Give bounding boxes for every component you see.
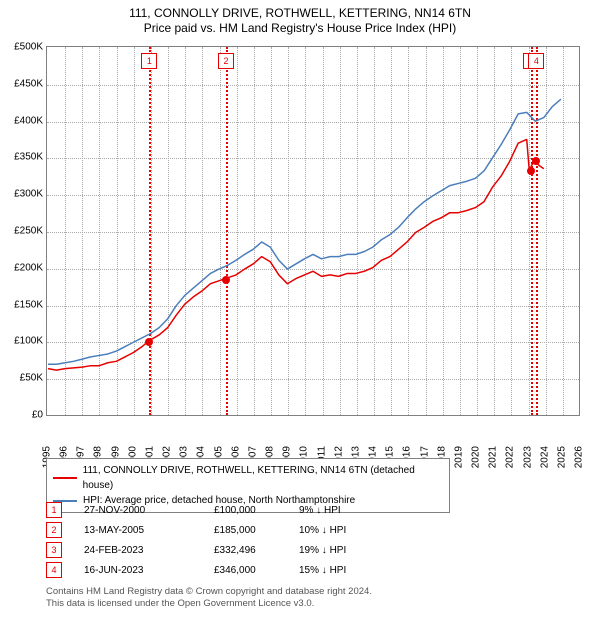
events-table-date: 27-NOV-2000 (84, 505, 214, 516)
events-table-marker: 3 (46, 542, 62, 558)
events-table-date: 13-MAY-2005 (84, 525, 214, 536)
chart-series-svg (47, 47, 579, 415)
y-tick-label: £300K (3, 189, 43, 200)
events-table-marker: 4 (46, 562, 62, 578)
x-tick-label: 2019 (453, 446, 464, 468)
series-line-hpi (48, 99, 561, 364)
events-table-row: 3 24-FEB-2023£332,49619% ↓ HPI (46, 540, 369, 560)
x-tick-label: 2026 (574, 446, 585, 468)
events-table-row: 1 27-NOV-2000£100,0009% ↓ HPI (46, 500, 369, 520)
x-tick-label: 2024 (539, 446, 550, 468)
chart-title-sub: Price paid vs. HM Land Registry's House … (0, 21, 600, 36)
y-tick-label: £0 (3, 410, 43, 421)
y-tick-label: £250K (3, 226, 43, 237)
x-tick-label: 2022 (505, 446, 516, 468)
y-tick-label: £450K (3, 78, 43, 89)
events-table: 1 27-NOV-2000£100,0009% ↓ HPI 2 13-MAY-2005… (46, 500, 369, 580)
events-table-date: 16-JUN-2023 (84, 565, 214, 576)
events-table-date: 24-FEB-2023 (84, 545, 214, 556)
x-tick-label: 2020 (471, 446, 482, 468)
events-table-price: £100,000 (214, 505, 299, 516)
y-tick-label: £500K (3, 42, 43, 53)
chart-plot-area: 1234 (46, 46, 580, 416)
events-table-marker: 1 (46, 502, 62, 518)
events-table-price: £332,496 (214, 545, 299, 556)
events-table-marker: 2 (46, 522, 62, 538)
y-tick-label: £50K (3, 373, 43, 384)
y-tick-label: £350K (3, 152, 43, 163)
legend-label-property: 111, CONNOLLY DRIVE, ROTHWELL, KETTERING… (83, 463, 443, 493)
events-table-diff: 10% ↓ HPI (299, 525, 369, 536)
y-tick-label: £100K (3, 336, 43, 347)
x-tick-label: 2025 (556, 446, 567, 468)
legend-row-property: 111, CONNOLLY DRIVE, ROTHWELL, KETTERING… (53, 463, 443, 493)
x-tick-label: 2023 (522, 446, 533, 468)
legend-swatch-property (53, 477, 77, 479)
chart-title-block: 111, CONNOLLY DRIVE, ROTHWELL, KETTERING… (0, 0, 600, 36)
events-table-diff: 15% ↓ HPI (299, 565, 369, 576)
events-table-price: £185,000 (214, 525, 299, 536)
y-tick-label: £400K (3, 115, 43, 126)
events-table-diff: 9% ↓ HPI (299, 505, 369, 516)
events-table-row: 2 13-MAY-2005£185,00010% ↓ HPI (46, 520, 369, 540)
events-table-row: 4 16-JUN-2023£346,00015% ↓ HPI (46, 560, 369, 580)
chart-title-main: 111, CONNOLLY DRIVE, ROTHWELL, KETTERING… (0, 6, 600, 21)
series-line-property (48, 139, 544, 370)
events-table-diff: 19% ↓ HPI (299, 545, 369, 556)
footer-line-2: This data is licensed under the Open Gov… (46, 598, 372, 610)
events-table-price: £346,000 (214, 565, 299, 576)
footer-line-1: Contains HM Land Registry data © Crown c… (46, 586, 372, 598)
x-tick-label: 2021 (488, 446, 499, 468)
footer-attribution: Contains HM Land Registry data © Crown c… (46, 586, 372, 611)
y-tick-label: £200K (3, 262, 43, 273)
y-tick-label: £150K (3, 299, 43, 310)
